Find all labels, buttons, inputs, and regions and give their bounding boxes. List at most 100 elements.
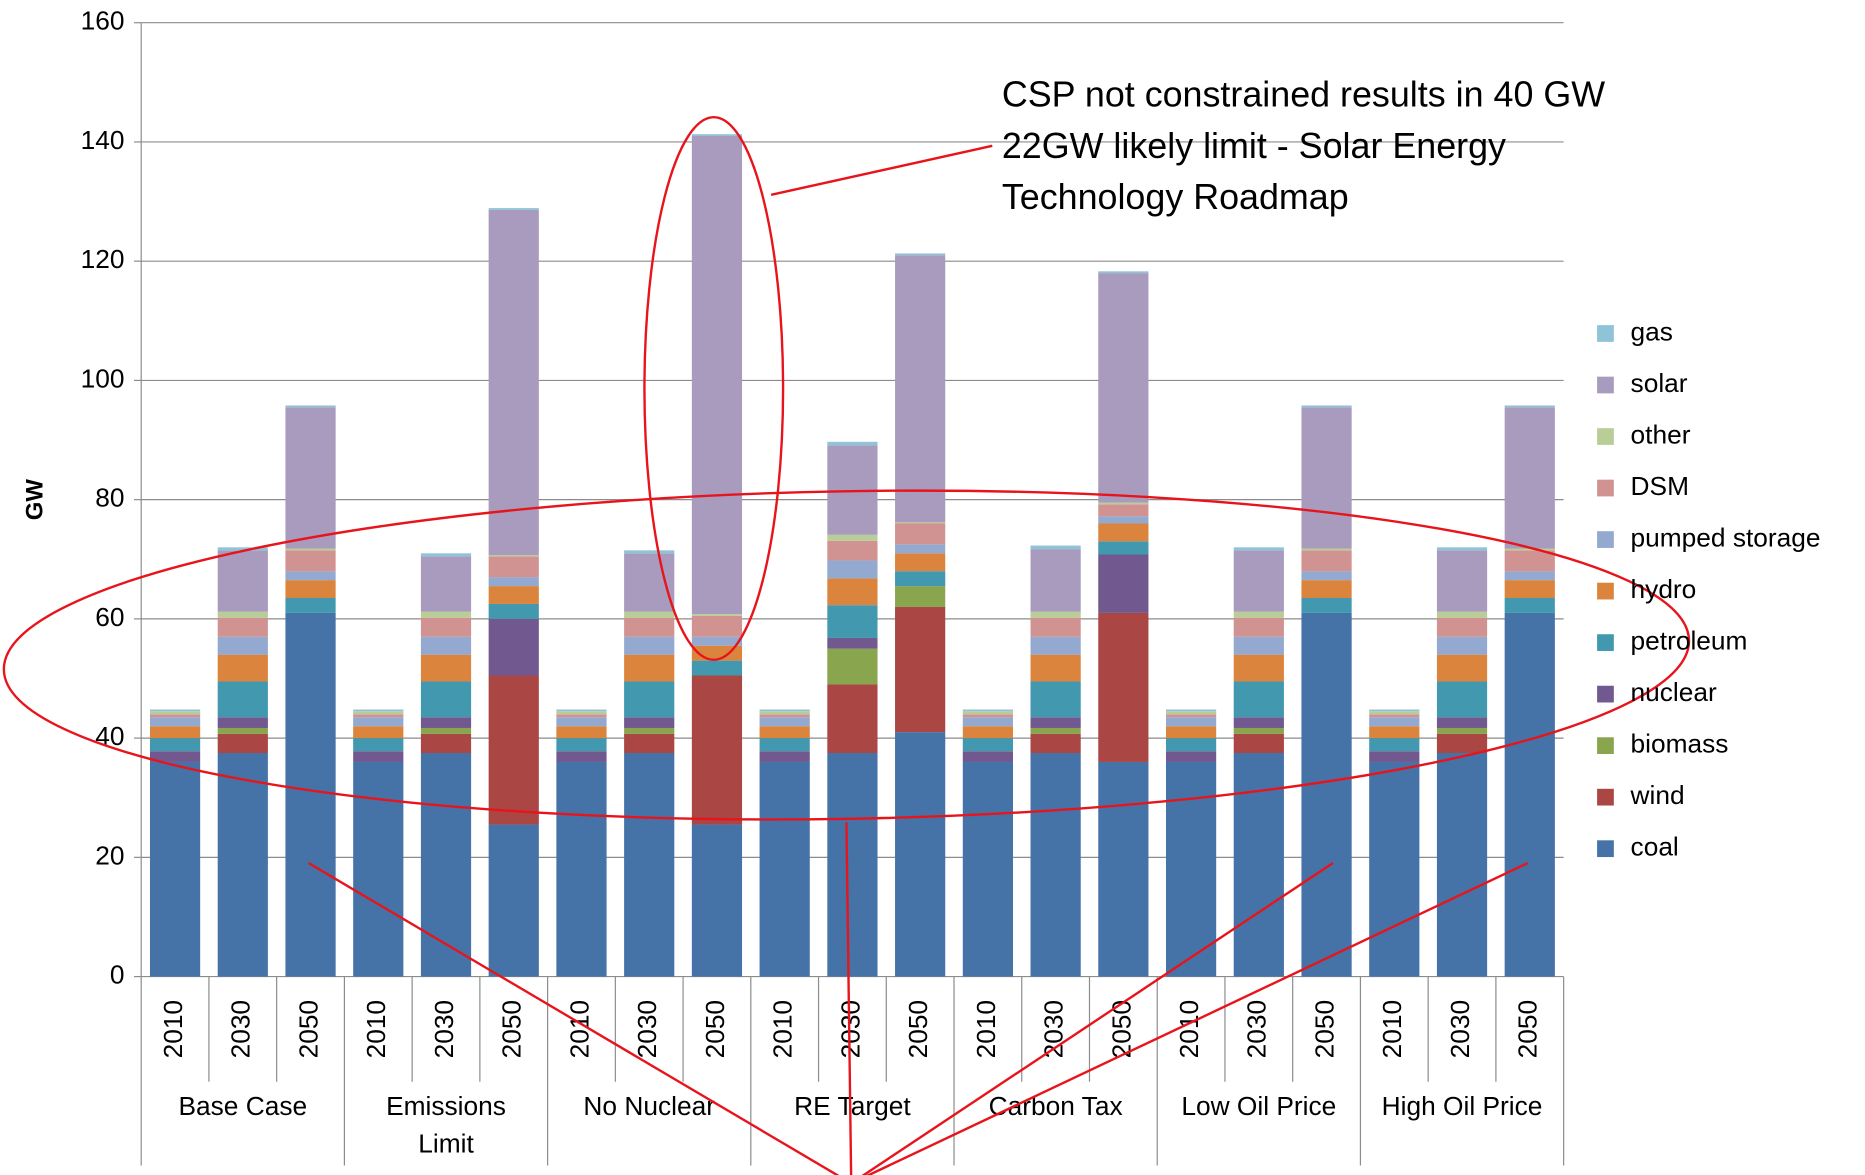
bar-segment — [1504, 598, 1555, 613]
x-tick-label: 2050 — [1309, 1000, 1339, 1058]
bar-segment — [962, 717, 1013, 727]
bar-segment — [1098, 761, 1149, 977]
bar-segment — [759, 726, 810, 739]
bar-segment — [420, 681, 472, 718]
group-label-box: High Oil Price — [1382, 1091, 1543, 1121]
bar-segment — [624, 611, 675, 618]
bar-segment — [1030, 654, 1081, 682]
bar-segment — [1098, 271, 1149, 274]
group-label-box: Low Oil Price — [1181, 1091, 1336, 1121]
bar-segment — [759, 761, 810, 977]
y-tick-label: 80 — [95, 483, 124, 513]
bar-segment — [420, 611, 472, 618]
bar-segment — [624, 636, 675, 655]
bar-segment — [895, 732, 946, 977]
bar-segment — [759, 714, 810, 718]
bar-segment — [895, 522, 946, 524]
bar-segment — [1301, 405, 1352, 408]
bar-segment — [1504, 548, 1555, 551]
bar-segment — [149, 751, 201, 762]
bar-segment — [285, 571, 336, 581]
bar-segment — [827, 560, 878, 579]
bar-segment — [1436, 550, 1488, 612]
y-tick-label: 20 — [95, 840, 124, 870]
bar-segment — [149, 709, 201, 712]
bar-segment — [149, 761, 201, 977]
bar-segment — [895, 606, 946, 733]
bar-segment — [1165, 726, 1217, 739]
bar-segment — [556, 709, 607, 712]
bar-segment — [962, 711, 1013, 715]
x-tick-label: 2030 — [429, 1000, 459, 1058]
bar-segment — [488, 618, 539, 676]
bar-segment — [1098, 502, 1149, 505]
bar-segment — [895, 253, 946, 256]
bar-segment — [962, 714, 1013, 718]
bar-segment — [556, 761, 607, 977]
bar-segment — [488, 577, 539, 587]
x-tick-label: 2050 — [903, 1000, 933, 1058]
bar-segment — [1369, 714, 1420, 718]
y-tick-label: 140 — [81, 125, 125, 155]
bar-segment — [285, 612, 336, 977]
bar-segment — [1098, 516, 1149, 524]
bar-segment — [1030, 636, 1081, 655]
bar-segment — [1369, 738, 1420, 752]
bar-segment — [1030, 753, 1081, 977]
bar-segment — [1165, 711, 1217, 715]
bar-segment — [353, 751, 404, 762]
x-tick-label: 2050 — [700, 1000, 730, 1058]
bar-segment — [1098, 612, 1149, 762]
bar-segment — [488, 586, 539, 604]
bar-segment — [353, 714, 404, 718]
bar-segment — [1301, 550, 1352, 572]
bar-segment — [1098, 554, 1149, 613]
bar-segment — [1504, 550, 1555, 572]
bar-segment — [1436, 617, 1488, 637]
legend-swatch — [1597, 531, 1614, 548]
bar-segment — [1301, 407, 1352, 549]
bar-segment — [1436, 717, 1488, 728]
bar-segment — [1165, 717, 1217, 727]
bar-segment — [827, 605, 878, 638]
bar-segment — [1030, 617, 1081, 637]
bar-segment — [1504, 405, 1555, 408]
bar-segment — [1436, 611, 1488, 618]
bar-segment — [1436, 636, 1488, 655]
bar-segment — [624, 654, 675, 682]
group-label-box: No Nuclear — [583, 1091, 715, 1121]
bar-segment — [827, 540, 878, 561]
bar-segment — [827, 534, 878, 541]
bar-segment — [1436, 727, 1488, 734]
bar-segment — [1504, 612, 1555, 977]
x-tick-label: 2030 — [632, 1000, 662, 1058]
group-label-box: Carbon Tax — [989, 1091, 1123, 1121]
bar-segment — [556, 714, 607, 718]
bar-segment — [962, 751, 1013, 762]
legend-swatch — [1597, 634, 1614, 651]
bar-segment — [1098, 273, 1149, 503]
bar-segment — [759, 717, 810, 727]
legend-label: pumped storage — [1631, 523, 1821, 553]
bar-segment — [217, 547, 268, 551]
bar-segment — [285, 580, 336, 599]
bar-segment — [1233, 681, 1284, 718]
bar-segment — [827, 637, 878, 649]
bar-segment — [285, 405, 336, 408]
bar-segment — [149, 717, 201, 727]
bar-segment — [624, 550, 675, 554]
bar-segment — [1165, 709, 1217, 712]
group-label-box: RE Target — [794, 1091, 910, 1121]
bar-segment — [1233, 547, 1284, 551]
bar-segment — [353, 717, 404, 727]
bar-segment — [1233, 733, 1284, 754]
x-tick-label: 2010 — [971, 1000, 1001, 1058]
bar-segment — [1098, 523, 1149, 542]
legend-swatch — [1597, 479, 1614, 497]
bar-segment — [1436, 681, 1488, 718]
legend-label: hydro — [1631, 574, 1697, 604]
callout-line — [307, 861, 840, 1175]
bar-segment — [962, 761, 1013, 977]
x-tick-label: 2010 — [768, 1000, 798, 1058]
